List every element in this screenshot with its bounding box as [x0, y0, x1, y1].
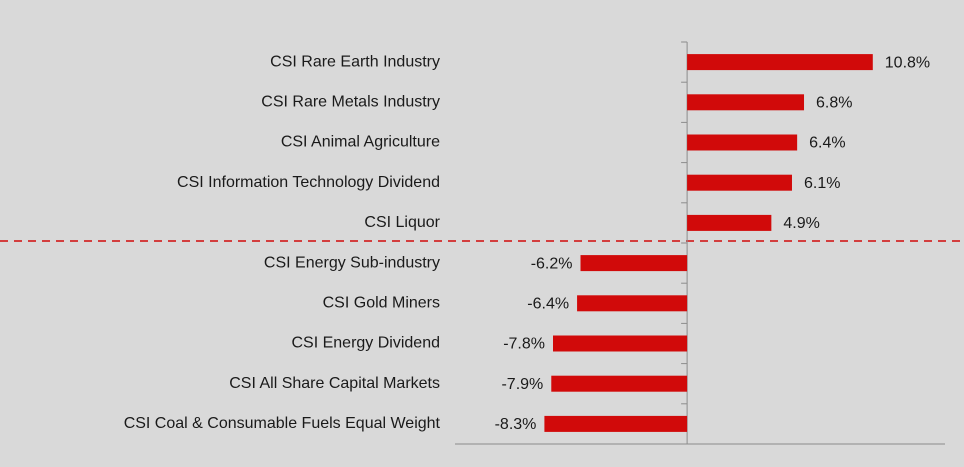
data-label: -7.9%	[501, 376, 543, 393]
category-label: CSI Coal & Consumable Fuels Equal Weight	[124, 415, 441, 432]
bar	[551, 375, 688, 392]
category-label: CSI Liquor	[364, 214, 440, 231]
bar	[577, 295, 688, 312]
data-label: 4.9%	[783, 215, 819, 232]
bar	[580, 255, 688, 272]
data-label: -8.3%	[495, 416, 537, 433]
category-label: CSI Rare Metals Industry	[261, 94, 440, 111]
bar	[687, 54, 873, 71]
data-label: -6.2%	[531, 255, 573, 272]
data-label: 10.8%	[885, 54, 930, 71]
category-label: CSI Information Technology Dividend	[177, 174, 440, 191]
category-label: CSI Animal Agriculture	[281, 134, 440, 151]
data-label: 6.1%	[804, 175, 840, 192]
category-label: CSI Rare Earth Industry	[270, 53, 440, 70]
category-label: CSI Energy Sub-industry	[264, 254, 440, 271]
data-label: -7.8%	[503, 336, 545, 353]
bar	[553, 335, 688, 352]
bar	[687, 174, 792, 191]
bar	[687, 134, 798, 151]
data-label: 6.8%	[816, 95, 852, 112]
bar	[687, 214, 772, 231]
category-label: CSI All Share Capital Markets	[229, 375, 440, 392]
bar	[687, 94, 805, 111]
category-label: CSI Energy Dividend	[291, 335, 440, 352]
category-label: CSI Gold Miners	[323, 295, 440, 312]
bar	[544, 415, 688, 432]
data-label: -6.4%	[527, 296, 569, 313]
data-label: 6.4%	[809, 135, 845, 152]
